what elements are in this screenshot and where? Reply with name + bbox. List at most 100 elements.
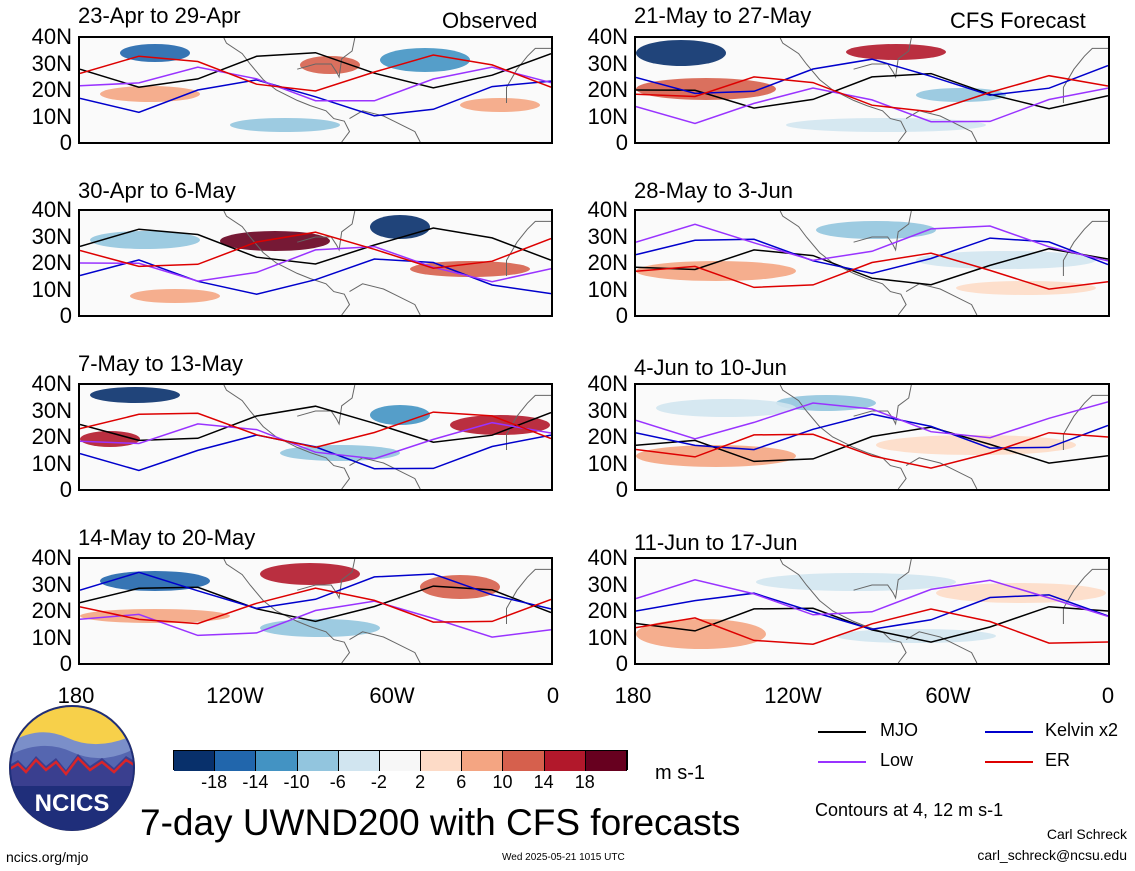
lat-label-L-4-0: 40N [31,545,72,570]
lat-label-L-4-4: 0 [59,651,72,676]
lat-label-R-1-2: 20N [587,77,628,102]
lat-label-L-3-4: 0 [59,477,72,502]
lat-label-R-2-1: 30N [587,223,628,249]
colorbar-cell-2 [256,751,298,771]
lat-label-R-3-3: 10N [587,450,628,476]
lat-label-R-2-3: 10N [587,276,628,302]
lat-label-L-1-1: 30N [31,50,72,76]
legend-label-mjo: MJO [880,720,918,740]
legend-label-er: ER [1045,750,1071,770]
colorbar-label-9: 18 [574,772,595,792]
lat-label-L-4-2: 20N [31,598,72,623]
map-panel-forecast-1 [634,36,1110,144]
colorbar-label-5: 2 [415,772,426,792]
lat-label-L-2-3: 10N [31,276,72,302]
panel-title-obs-4: 14-May to 20-May [78,525,256,550]
colorbar-label-1: -14 [242,772,269,792]
timestamp: Wed 2025-05-21 1015 UTC [502,852,625,863]
map-panel-observed-3 [78,383,553,491]
lat-label-R-4-2: 20N [587,598,628,623]
lat-label-R-4-3: 10N [587,624,628,650]
colorbar-cell-1 [215,751,257,771]
site-url: ncics.org/mjo [6,849,89,865]
lat-label-L-2-4: 0 [59,303,72,328]
lat-label-R-1-0: 40N [587,24,628,49]
lat-label-L-4-3: 10N [31,624,72,650]
legend-label-low: Low [880,750,914,770]
lon-label-right-0: 0 [1101,683,1115,708]
legend-line-kelvin [985,731,1033,733]
legend-label-kelvin: Kelvin x2 [1045,720,1119,740]
colorbar-label-7: 10 [492,772,513,792]
lat-label-R-3-0: 40N [587,371,628,396]
colorbar-cell-0 [174,751,216,771]
legend-line-low [818,761,866,763]
lon-label-right-180: 180 [614,683,652,708]
colorbar-cell-9 [544,751,586,771]
colorbar-label-8: 14 [533,772,554,792]
lon-label-left-60w: 60W [369,683,415,708]
lat-label-L-1-4: 0 [59,130,72,155]
panel-title-obs-1: 23-Apr to 29-Apr [78,3,241,28]
lat-label-R-4-4: 0 [615,651,628,676]
panel-title-fcst-2: 28-May to 3-Jun [634,178,793,203]
lat-label-R-1-3: 10N [587,103,628,129]
contours-note: Contours at 4, 12 m s-1 [815,800,1004,820]
lat-label-L-1-3: 10N [31,103,72,129]
author-email: carl_schreck@ncsu.edu [977,847,1127,863]
lon-label-left-0: 0 [546,683,560,708]
colorbar-cell-4 [338,751,380,771]
colorbar-cell-8 [503,751,545,771]
legend-line-er [985,761,1033,763]
legend-line-mjo [818,731,866,733]
panel-tag-observed: Observed [442,8,538,33]
colorbar-cell-5 [379,751,422,771]
colorbar-cell-10 [585,751,627,771]
author-name: Carl Schreck [1046,826,1127,842]
map-panel-observed-1 [78,36,553,144]
lat-label-L-1-0: 40N [31,24,72,49]
map-panel-forecast-4 [634,557,1110,665]
panel-title-fcst-1: 21-May to 27-May [634,3,812,28]
colorbar-units: m s-1 [655,762,705,784]
colorbar-label-4: -2 [370,772,387,792]
lat-label-R-1-4: 0 [615,130,628,155]
colorbar-label-2: -10 [283,772,310,792]
ncics-logo-text: NCICS [34,790,110,817]
lat-label-L-2-1: 30N [31,223,72,249]
lat-label-L-3-3: 10N [31,450,72,476]
colorbar-cell-6 [421,751,463,771]
lat-label-R-2-4: 0 [615,303,628,328]
ncics-logo: NCICS [8,704,136,832]
map-panel-observed-4 [78,557,553,665]
lon-label-right-60w: 60W [925,683,971,708]
lat-label-L-2-0: 40N [31,197,72,222]
map-panel-forecast-2 [634,209,1110,317]
lat-label-L-3-1: 30N [31,397,72,423]
colorbar-cell-3 [297,751,339,771]
lat-label-R-2-2: 20N [587,250,628,275]
lat-label-L-3-2: 20N [31,424,72,449]
lat-label-R-1-1: 30N [587,50,628,76]
panel-title-fcst-3: 4-Jun to 10-Jun [634,355,787,380]
lat-label-R-4-1: 30N [587,571,628,597]
panel-title-obs-3: 7-May to 13-May [78,351,244,376]
colorbar [173,750,628,771]
panel-tag-cfs-forecast: CFS Forecast [950,8,1086,33]
lat-label-R-2-0: 40N [587,197,628,222]
colorbar-cell-7 [462,751,504,771]
lat-label-R-4-0: 40N [587,545,628,570]
colorbar-label-6: 6 [456,772,467,792]
lat-label-R-3-4: 0 [615,477,628,502]
panel-title-obs-2: 30-Apr to 6-May [78,178,236,203]
map-panel-observed-2 [78,209,553,317]
lat-label-L-1-2: 20N [31,77,72,102]
lon-label-left-120w: 120W [206,683,264,708]
map-panel-forecast-3 [634,383,1110,491]
lat-label-L-2-2: 20N [31,250,72,275]
lat-label-R-3-1: 30N [587,397,628,423]
lat-label-L-4-1: 30N [31,571,72,597]
colorbar-label-0: -18 [201,772,228,792]
main-title: 7-day UWND200 with CFS forecasts [140,802,741,843]
lat-label-R-3-2: 20N [587,424,628,449]
